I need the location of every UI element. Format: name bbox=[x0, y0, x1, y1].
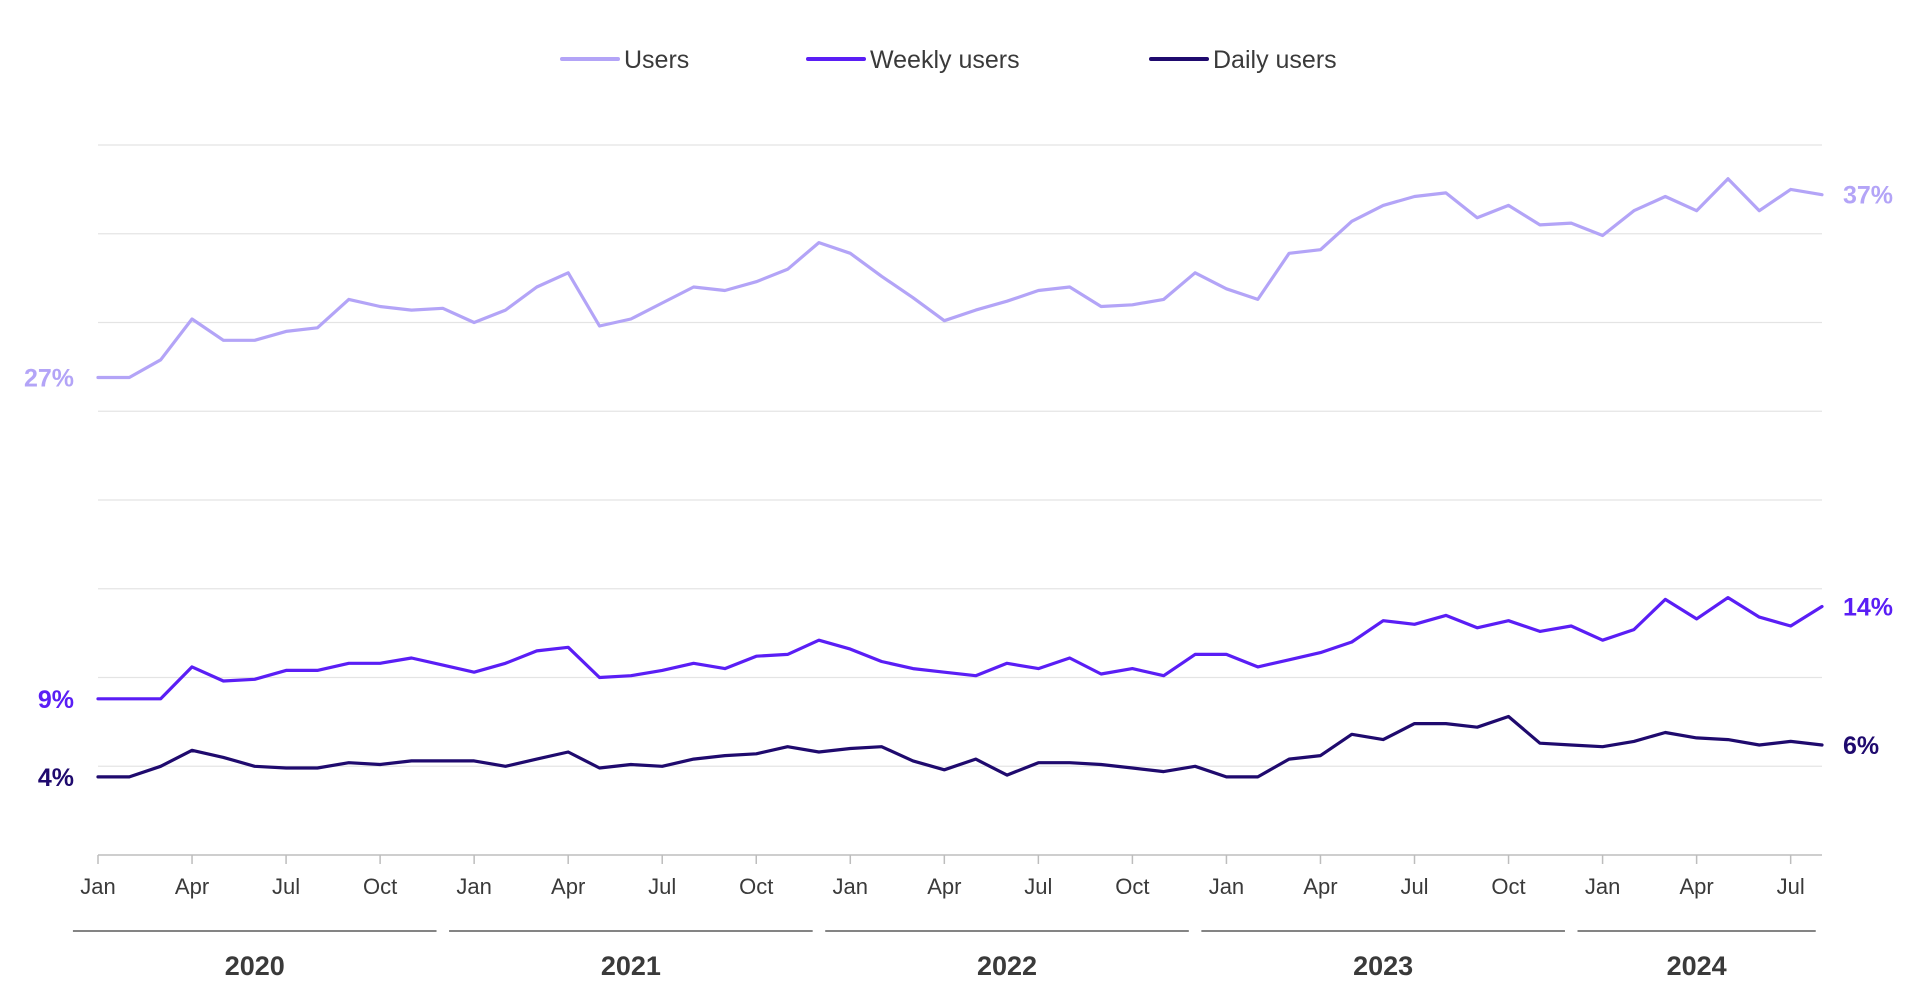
x-axis-ticks: Jan Apr Jul Oct Jan Apr Jul Oct Jan Apr Jul Oct Jan A… bbox=[80, 855, 1805, 899]
series-line-daily-users bbox=[96, 714, 1824, 779]
x-tick-label: Jan bbox=[1585, 874, 1620, 899]
x-tick-label: Apr bbox=[927, 874, 961, 899]
year-label-2024: 2024 bbox=[1667, 951, 1727, 981]
x-tick-label: Jul bbox=[1777, 874, 1805, 899]
x-tick-label: Jan bbox=[456, 874, 491, 899]
year-groups: 2020 2021 2022 2023 2024 bbox=[72, 930, 1816, 981]
series-line-weekly-users bbox=[96, 595, 1824, 701]
start-label-users: 27% bbox=[24, 365, 74, 393]
x-tick-label: Jan bbox=[80, 874, 115, 899]
year-label-2020: 2020 bbox=[225, 951, 285, 981]
x-tick-label: Jan bbox=[833, 874, 868, 899]
x-tick-label: Jul bbox=[272, 874, 300, 899]
end-label-users: 37% bbox=[1843, 182, 1893, 210]
x-tick-label: Jul bbox=[648, 874, 676, 899]
series-line-users bbox=[96, 177, 1824, 380]
x-tick-label: Oct bbox=[1115, 874, 1149, 899]
series-lines bbox=[96, 177, 1824, 779]
x-tick-label: Jul bbox=[1400, 874, 1428, 899]
x-tick-label: Apr bbox=[175, 874, 209, 899]
year-label-2023: 2023 bbox=[1353, 951, 1413, 981]
x-tick-label: Jul bbox=[1024, 874, 1052, 899]
x-tick-label: Apr bbox=[551, 874, 585, 899]
x-tick-label: Apr bbox=[1303, 874, 1337, 899]
x-tick-label: Apr bbox=[1679, 874, 1713, 899]
series-end-labels: 27% 37% 9% 14% 4% 6% bbox=[24, 182, 1893, 792]
year-label-2022: 2022 bbox=[977, 951, 1037, 981]
gridlines bbox=[98, 144, 1822, 767]
legend-label-daily-users: Daily users bbox=[1213, 46, 1337, 74]
end-label-weekly-users: 14% bbox=[1843, 594, 1893, 622]
x-tick-label: Oct bbox=[739, 874, 773, 899]
x-tick-label: Oct bbox=[1491, 874, 1525, 899]
x-tick-label: Oct bbox=[363, 874, 397, 899]
start-label-daily-users: 4% bbox=[38, 764, 74, 792]
legend: Users Weekly users Daily users bbox=[560, 46, 1337, 74]
start-label-weekly-users: 9% bbox=[38, 686, 74, 714]
legend-label-users: Users bbox=[624, 46, 689, 74]
legend-label-weekly-users: Weekly users bbox=[870, 46, 1020, 74]
end-label-daily-users: 6% bbox=[1843, 732, 1879, 760]
year-label-2021: 2021 bbox=[601, 951, 661, 981]
x-tick-label: Jan bbox=[1209, 874, 1244, 899]
